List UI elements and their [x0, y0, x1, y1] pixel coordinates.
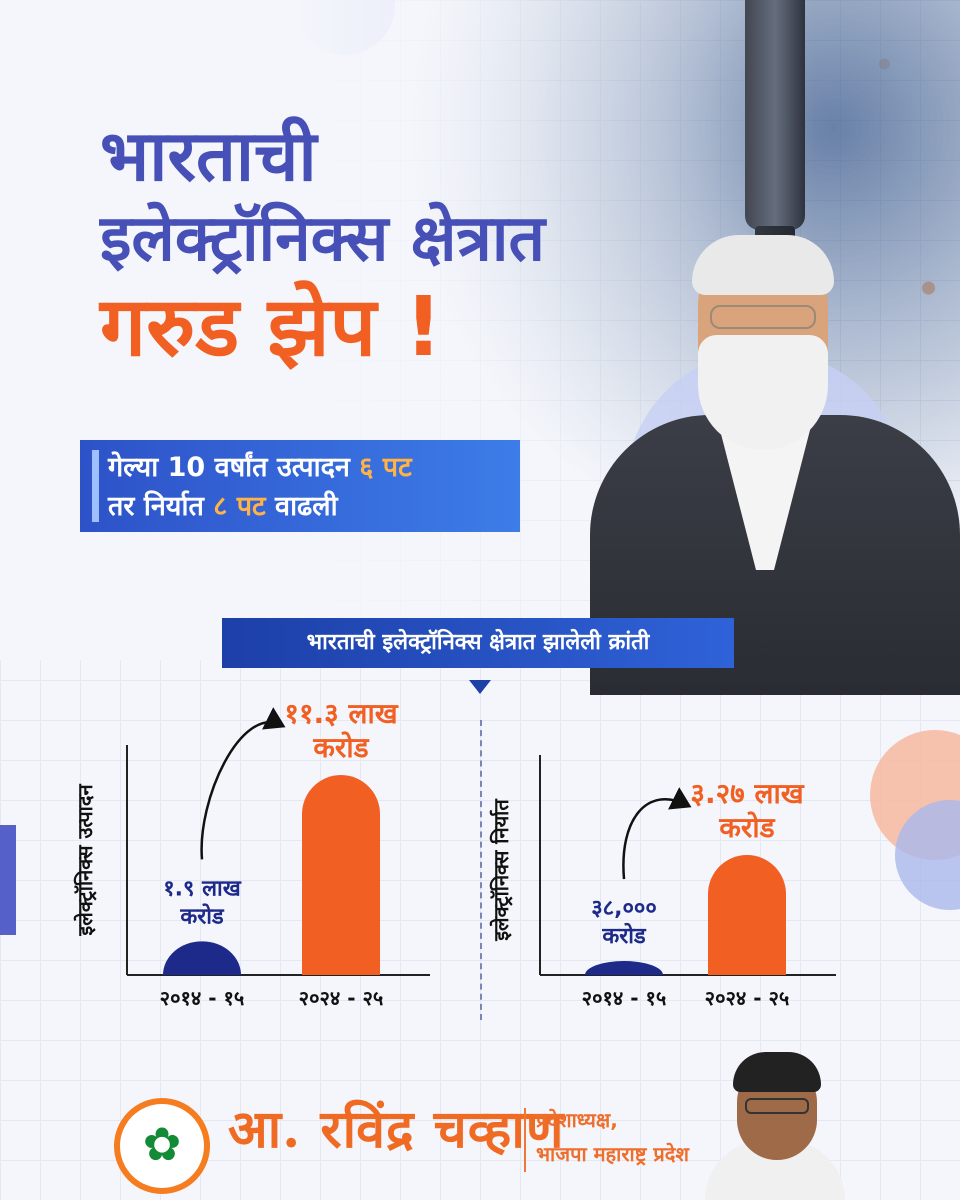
chart-2-bar-1 [585, 961, 663, 975]
sub-banner-text-1a: गेल्या 10 वर्षांत उत्पादन [108, 452, 360, 483]
chart-2-bar-2 [708, 855, 786, 975]
footer: ✿ आ. रविंद्र चव्हाण प्रदेशाध्यक्ष, भाजपा… [0, 1052, 960, 1200]
chart-2-value-label-1-line-2: करोड [601, 922, 647, 949]
chart-1-growth-arrow-icon [200, 707, 286, 860]
chart-1-value-label-2-line-1: ११.३ लाख [284, 697, 398, 730]
headline-line-3: गरुड झेप ! [100, 279, 443, 375]
left-accent-bar [0, 825, 16, 935]
leader-hair [733, 1052, 821, 1092]
sub-banner-line-1: गेल्या 10 वर्षांत उत्पादन ६ पट [108, 448, 520, 487]
portrait-glasses [710, 305, 816, 329]
chart-1-bar-1 [163, 941, 241, 975]
party-logo: ✿ [114, 1098, 210, 1194]
chart-2-value-label-1-line-1: ३८,००० [591, 896, 657, 921]
chart-1-category-label-1: २०१४ - १५ [160, 986, 245, 1010]
leader-photo [705, 1050, 845, 1200]
section-ribbon: भारताची इलेक्ट्रॉनिक्स क्षेत्रात झालेली … [222, 618, 734, 668]
chart-2-category-label-2: २०२४ - २५ [705, 986, 790, 1010]
chart-2-y-label: इलेक्ट्रॉनिक्स निर्यात [489, 798, 513, 942]
sub-banner-line-2: तर निर्यात ८ पट वाढली [108, 487, 520, 526]
portrait-beard [698, 335, 828, 450]
signatory-role-line-1: प्रदेशाध्यक्ष, [536, 1108, 618, 1132]
signatory-role-line-2: भाजपा महाराष्ट्र प्रदेश [536, 1142, 689, 1166]
sub-banner: गेल्या 10 वर्षांत उत्पादन ६ पट तर निर्या… [80, 440, 520, 532]
lotus-icon: ✿ [142, 1117, 182, 1171]
sub-banner-text-2a: तर निर्यात [108, 491, 214, 523]
portrait-hair [692, 235, 834, 295]
chart-2-growth-arrow-icon [622, 787, 692, 880]
headline-line-2: इलेक्ट्रॉनिक्स क्षेत्रात [100, 201, 545, 276]
headline: भारताची इलेक्ट्रॉनिक्स क्षेत्रात गरुड झे… [100, 115, 545, 375]
headline-line-1: भारताची [100, 115, 317, 197]
sub-banner-highlight-2: ८ पट [213, 491, 266, 523]
chart-1-value-label-1-line-1: १.९ लाख [163, 876, 242, 901]
chart-2-category-label-1: २०१४ - १५ [582, 986, 667, 1010]
sub-banner-highlight-1: ६ पट [359, 452, 412, 483]
signatory-name: आ. रविंद्र चव्हाण [228, 1099, 565, 1160]
chart-1-bar-2 [302, 775, 380, 975]
chart-2-value-label-2-line-1: ३.२७ लाख [690, 777, 804, 810]
chart-1-value-label-1-line-2: करोड [179, 902, 225, 929]
chart-1-y-label: इलेक्ट्रॉनिक्स उत्पादन [73, 784, 97, 937]
ribbon-arrow-icon [469, 680, 491, 694]
chart-divider [480, 720, 482, 1020]
signature-separator [524, 1108, 526, 1172]
chart-1-value-label-2-line-2: करोड [312, 731, 369, 764]
leader-glasses [745, 1098, 809, 1114]
chart-1-category-label-2: २०२४ - २५ [299, 986, 384, 1010]
sub-banner-text-2c: वाढली [265, 491, 338, 523]
chart-2-value-label-2-line-2: करोड [718, 811, 775, 844]
